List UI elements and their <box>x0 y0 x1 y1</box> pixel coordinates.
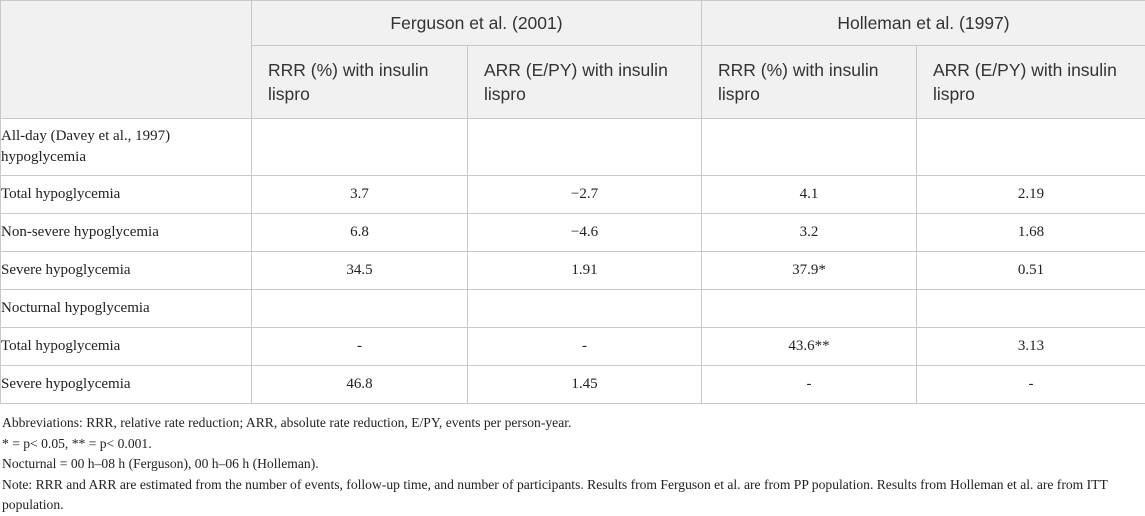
cell <box>251 289 468 328</box>
cell: 43.6** <box>701 327 917 366</box>
cell: 2.19 <box>915 175 1145 214</box>
row-label: Non-severe hypoglycemia <box>0 213 252 252</box>
footnote-abbreviations: Abbreviations: RRR, relative rate reduct… <box>2 415 572 430</box>
table-row: Total hypoglycemia 3.7 −2.7 4.1 2.19 <box>0 175 1145 214</box>
cell <box>701 289 917 328</box>
row-label: Severe hypoglycemia <box>0 365 252 404</box>
header-corner <box>0 0 252 119</box>
footnote-method: Note: RRR and ARR are estimated from the… <box>2 476 1108 513</box>
cell <box>467 289 702 328</box>
cell: −2.7 <box>467 175 702 214</box>
group-header-row: Ferguson et al. (2001) Holleman et al. (… <box>0 0 1145 119</box>
cell: 3.7 <box>251 175 468 214</box>
table-row: Nocturnal hypoglycemia <box>0 289 1145 328</box>
cell: 37.9* <box>701 251 917 290</box>
cell: 3.2 <box>701 213 917 252</box>
table-row: All-day (Davey et al., 1997) hypoglycemi… <box>0 118 1145 176</box>
col-header-holleman-arr: ARR (E/PY) with insulin lispro <box>915 45 1145 119</box>
row-label: Total hypoglycemia <box>0 175 252 214</box>
table-row: Total hypoglycemia - - 43.6** 3.13 <box>0 327 1145 366</box>
table-row: Non-severe hypoglycemia 6.8 −4.6 3.2 1.6… <box>0 213 1145 252</box>
cell <box>915 118 1145 176</box>
cell: 0.51 <box>915 251 1145 290</box>
group-header-holleman: Holleman et al. (1997) <box>700 0 1145 46</box>
table-row: Severe hypoglycemia 34.5 1.91 37.9* 0.51 <box>0 251 1145 290</box>
cell: 1.68 <box>915 213 1145 252</box>
footnote-nocturnal: Nocturnal = 00 h–08 h (Ferguson), 00 h–0… <box>2 456 319 471</box>
col-header-holleman-rrr: RRR (%) with insulin lispro <box>701 45 917 119</box>
cell: −4.6 <box>467 213 702 252</box>
row-label: Severe hypoglycemia <box>0 251 252 290</box>
cell: - <box>251 327 468 366</box>
cell: - <box>915 365 1145 404</box>
cell <box>701 118 917 176</box>
column-header-row: RRR (%) with insulin lispro ARR (E/PY) w… <box>1 45 1145 119</box>
cell: 1.91 <box>467 251 702 290</box>
footnote-significance: * = p< 0.05, ** = p< 0.001. <box>2 435 152 451</box>
cell: 34.5 <box>251 251 468 290</box>
table-row: Severe hypoglycemia 46.8 1.45 - - <box>0 365 1145 404</box>
cell <box>915 289 1145 328</box>
cell: 6.8 <box>251 213 468 252</box>
cell: 3.13 <box>915 327 1145 366</box>
group-header-ferguson: Ferguson et al. (2001) <box>251 0 702 46</box>
cell <box>467 118 702 176</box>
results-table: Ferguson et al. (2001) Holleman et al. (… <box>0 0 1145 404</box>
row-label: Total hypoglycemia <box>0 327 252 366</box>
cell: 46.8 <box>251 365 468 404</box>
cell: 4.1 <box>701 175 917 214</box>
col-header-ferguson-rrr: RRR (%) with insulin lispro <box>251 45 468 119</box>
row-label: Nocturnal hypoglycemia <box>0 289 252 328</box>
row-label: All-day (Davey et al., 1997) hypoglycemi… <box>0 118 252 176</box>
cell: 1.45 <box>467 365 702 404</box>
cell <box>251 118 468 176</box>
col-header-ferguson-arr: ARR (E/PY) with insulin lispro <box>467 45 702 119</box>
table-footnotes: Abbreviations: RRR, relative rate reduct… <box>2 413 1142 516</box>
cell: - <box>467 327 702 366</box>
cell: - <box>701 365 917 404</box>
